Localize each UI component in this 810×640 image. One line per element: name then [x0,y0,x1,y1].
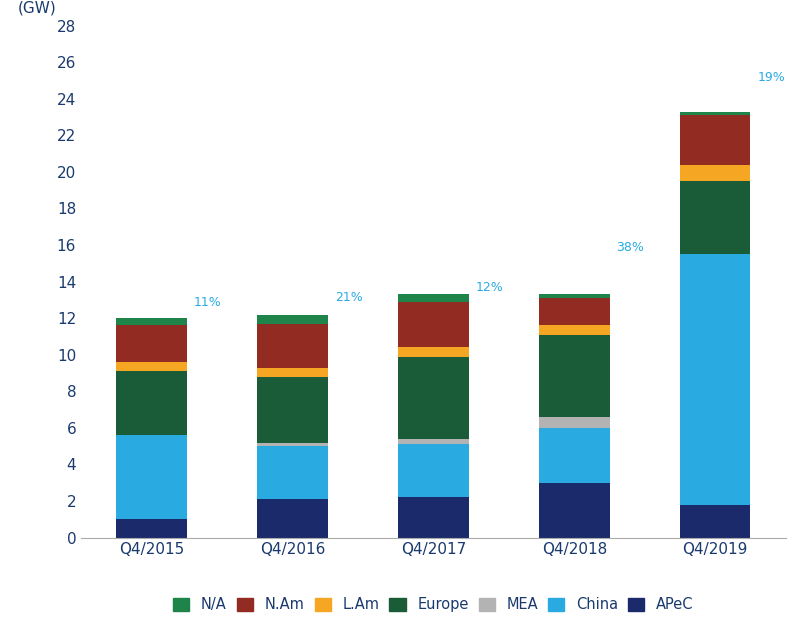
Bar [258,367,327,377]
Bar [680,115,750,164]
Text: (GW): (GW) [18,1,57,15]
Bar [258,324,327,367]
Bar [539,417,609,428]
Bar [117,362,186,371]
Bar [539,335,609,417]
Bar [399,497,468,538]
Bar [680,254,750,505]
Bar [680,505,750,538]
Bar [258,499,327,538]
Bar [680,164,750,181]
Text: 38%: 38% [616,241,645,254]
Bar [117,519,186,538]
Bar [399,348,468,356]
Bar [399,294,468,301]
Bar [539,483,609,538]
Bar [258,314,327,324]
Bar [117,435,186,519]
Bar [399,439,468,444]
Text: 12%: 12% [475,282,503,294]
Bar [399,301,468,348]
Text: 11%: 11% [194,296,221,309]
Bar [117,326,186,362]
Bar [258,377,327,442]
Bar [680,181,750,254]
Bar [399,444,468,497]
Bar [539,294,609,298]
Text: 21%: 21% [335,291,362,303]
Bar [399,356,468,439]
Bar [258,446,327,499]
Bar [680,111,750,115]
Bar [539,428,609,483]
Legend: N/A, N.Am, L.Am, Europe, MEA, China, APeC: N/A, N.Am, L.Am, Europe, MEA, China, APe… [173,597,693,612]
Text: 19%: 19% [757,71,785,84]
Bar [117,318,186,326]
Bar [539,326,609,335]
Bar [258,442,327,446]
Bar [117,371,186,435]
Bar [539,298,609,326]
